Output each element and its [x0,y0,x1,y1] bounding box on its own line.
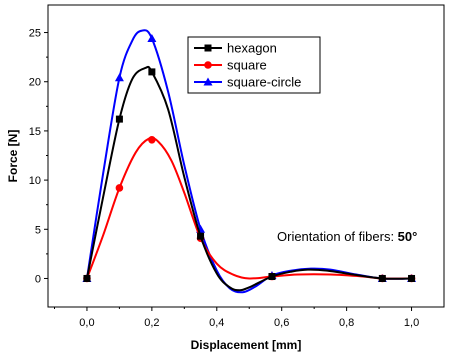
annotation-text: Orientation of fibers: [277,229,398,244]
legend-label-square-circle: square-circle [227,75,301,90]
x-axis-label: Displacement [mm] [191,338,302,352]
series-layer [82,29,417,294]
x-tick-label: 0,0 [79,317,94,329]
data-point-hexagon [83,274,91,282]
x-axis-ticks: 0,0 0,2 0,4 0,6 0,8 1,0 [53,307,419,329]
y-axis-label: Force [N] [6,130,20,183]
y-tick-label: 0 [35,273,41,285]
data-point-hexagon [197,232,205,240]
x-tick-label: 0,2 [144,317,159,329]
data-point-square [148,135,156,144]
x-tick-label: 1,0 [404,317,419,329]
legend-label-hexagon: hexagon [227,41,277,56]
y-tick-label: 5 [35,224,41,236]
y-tick-label: 25 [29,28,41,40]
series-line-hexagon [85,65,412,292]
data-point-square-circle [114,73,124,82]
legend: hexagon square square-circle [187,36,321,94]
data-point-square-circle [147,33,157,42]
legend-marker-square [204,61,212,69]
data-point-hexagon [148,68,156,76]
legend-marker-square-circle [203,77,213,86]
y-axis-ticks: 0 5 10 15 20 25 [29,28,48,285]
series-hexagon [83,65,416,292]
annotation-value: 50° [398,229,418,244]
data-point-hexagon [115,115,123,123]
y-tick-label: 20 [29,77,41,89]
series-square [83,135,416,283]
data-point-hexagon [408,274,416,282]
y-tick-label: 10 [29,175,41,187]
data-point-square [115,184,124,192]
data-point-hexagon [268,273,276,281]
y-tick-label: 15 [29,126,41,138]
legend-label-square: square [227,58,267,73]
series-line-square-circle [85,29,412,294]
x-tick-label: 0,4 [209,317,224,329]
legend-marker-hexagon [204,44,212,52]
x-tick-label: 0,8 [339,317,354,329]
series-line-square [86,136,412,280]
x-tick-label: 0,6 [274,317,289,329]
annotation: Orientation of fibers: 50° [277,229,417,244]
data-point-hexagon [378,274,386,282]
